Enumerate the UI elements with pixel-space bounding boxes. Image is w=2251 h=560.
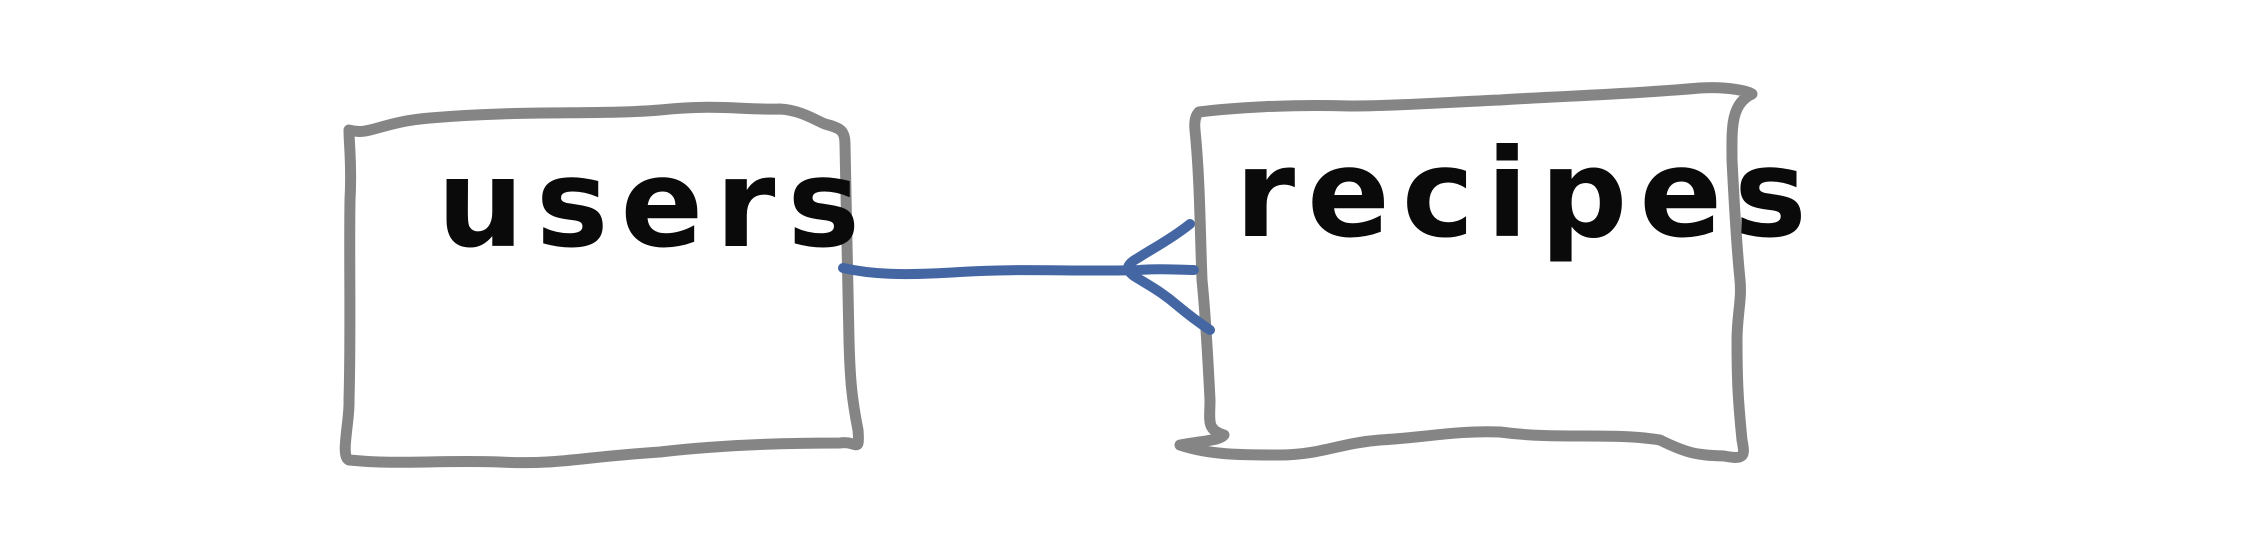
- relationship-users-recipes[interactable]: [838, 219, 1215, 335]
- arrowhead-open: [1123, 219, 1215, 335]
- users-label: users: [437, 133, 872, 275]
- recipes-box-outline: [1174, 82, 1758, 463]
- entity-recipes[interactable]: recipes: [1174, 82, 1819, 463]
- connector-line: [838, 263, 1199, 280]
- recipes-label: recipes: [1235, 123, 1819, 265]
- entity-users[interactable]: users: [339, 101, 872, 469]
- users-box-outline: [339, 101, 864, 469]
